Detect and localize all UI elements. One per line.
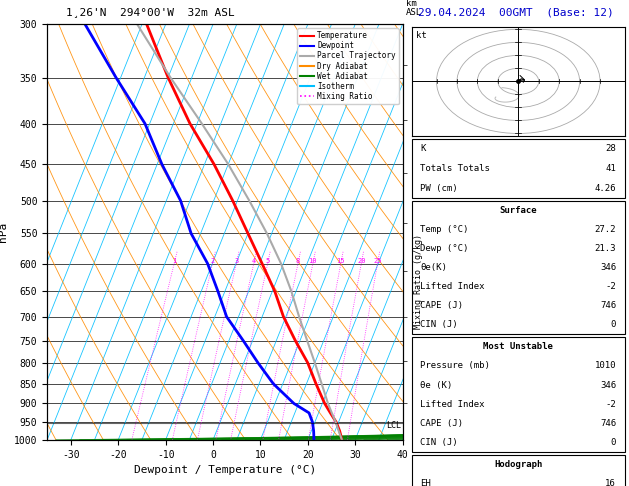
Text: EH: EH — [421, 479, 431, 486]
Text: 1: 1 — [172, 258, 176, 263]
Text: 1¸26'N  294°00'W  32m ASL: 1¸26'N 294°00'W 32m ASL — [66, 7, 235, 17]
X-axis label: Dewpoint / Temperature (°C): Dewpoint / Temperature (°C) — [134, 465, 316, 475]
Text: K: K — [421, 144, 426, 154]
Text: 0: 0 — [611, 438, 616, 447]
Text: Surface: Surface — [499, 206, 537, 215]
Text: Lifted Index: Lifted Index — [421, 399, 485, 409]
Text: Dewp (°C): Dewp (°C) — [421, 244, 469, 253]
Text: 346: 346 — [600, 263, 616, 272]
Text: 4.26: 4.26 — [594, 184, 616, 193]
Text: 27.2: 27.2 — [594, 225, 616, 234]
Text: 16: 16 — [605, 479, 616, 486]
Text: LCL: LCL — [386, 421, 401, 430]
Text: θe (K): θe (K) — [421, 381, 453, 390]
Text: CAPE (J): CAPE (J) — [421, 301, 464, 311]
Text: 21.3: 21.3 — [594, 244, 616, 253]
FancyBboxPatch shape — [412, 455, 625, 486]
Text: PW (cm): PW (cm) — [421, 184, 458, 193]
Text: 25: 25 — [373, 258, 382, 263]
Text: CIN (J): CIN (J) — [421, 438, 458, 447]
Text: -2: -2 — [605, 282, 616, 291]
Text: 41: 41 — [605, 164, 616, 173]
FancyBboxPatch shape — [412, 337, 625, 452]
Text: Most Unstable: Most Unstable — [483, 342, 554, 351]
Y-axis label: hPa: hPa — [0, 222, 8, 242]
Text: 1010: 1010 — [594, 362, 616, 370]
Text: 20: 20 — [357, 258, 365, 263]
Text: 2: 2 — [210, 258, 214, 263]
Text: 346: 346 — [600, 381, 616, 390]
Text: -2: -2 — [605, 399, 616, 409]
Text: Totals Totals: Totals Totals — [421, 164, 491, 173]
Text: 10: 10 — [309, 258, 317, 263]
Text: Lifted Index: Lifted Index — [421, 282, 485, 291]
Text: 8: 8 — [296, 258, 300, 263]
Text: Temp (°C): Temp (°C) — [421, 225, 469, 234]
Text: 746: 746 — [600, 301, 616, 311]
Text: Pressure (mb): Pressure (mb) — [421, 362, 491, 370]
Text: 4: 4 — [252, 258, 256, 263]
Text: 746: 746 — [600, 419, 616, 428]
Text: 29.04.2024  00GMT  (Base: 12): 29.04.2024 00GMT (Base: 12) — [418, 7, 614, 17]
FancyBboxPatch shape — [412, 201, 625, 334]
Text: 28: 28 — [605, 144, 616, 154]
Text: 15: 15 — [337, 258, 345, 263]
Text: km
ASL: km ASL — [406, 0, 422, 17]
Text: Hodograph: Hodograph — [494, 460, 542, 469]
Text: 0: 0 — [611, 320, 616, 330]
Text: 3: 3 — [234, 258, 238, 263]
Text: kt: kt — [416, 31, 427, 40]
Text: CAPE (J): CAPE (J) — [421, 419, 464, 428]
Text: CIN (J): CIN (J) — [421, 320, 458, 330]
FancyBboxPatch shape — [412, 139, 625, 198]
Text: Mixing Ratio (g/kg): Mixing Ratio (g/kg) — [414, 234, 423, 330]
Text: 5: 5 — [265, 258, 270, 263]
Text: θe(K): θe(K) — [421, 263, 447, 272]
Legend: Temperature, Dewpoint, Parcel Trajectory, Dry Adiabat, Wet Adiabat, Isotherm, Mi: Temperature, Dewpoint, Parcel Trajectory… — [297, 28, 399, 104]
